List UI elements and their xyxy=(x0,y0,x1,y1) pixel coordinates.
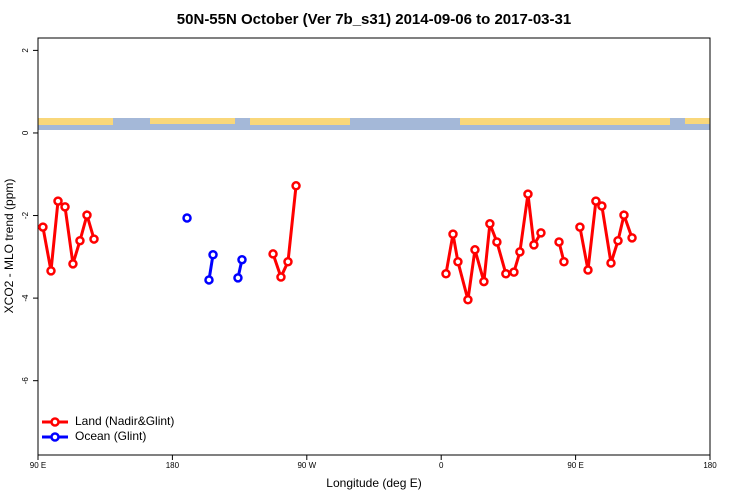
land-ocean-strip xyxy=(38,118,710,130)
data-point xyxy=(470,245,480,255)
data-point xyxy=(204,275,214,285)
data-point xyxy=(606,258,616,268)
data-point xyxy=(509,267,519,277)
legend-marker xyxy=(50,432,60,442)
data-point xyxy=(501,268,511,279)
data-point xyxy=(613,235,623,246)
data-point xyxy=(591,196,601,206)
data-point xyxy=(68,259,78,269)
data-point xyxy=(485,219,495,229)
data-point xyxy=(268,249,278,259)
x-tick-label: 0 xyxy=(439,461,444,470)
data-point xyxy=(575,222,585,232)
data-point xyxy=(233,273,243,283)
data-point xyxy=(82,210,92,220)
data-point xyxy=(619,210,629,220)
data-point xyxy=(554,237,564,247)
data-point xyxy=(89,234,99,244)
x-tick-label: 90 E xyxy=(30,461,46,470)
x-axis-label: Longitude (deg E) xyxy=(326,476,421,490)
legend-label: Ocean (Glint) xyxy=(75,429,146,443)
y-tick-label: -4 xyxy=(21,294,30,302)
data-point xyxy=(597,201,607,211)
data-point xyxy=(237,254,247,265)
x-tick-label: 180 xyxy=(703,461,717,470)
data-point xyxy=(182,213,192,223)
data-point xyxy=(441,268,451,279)
x-tick-label: 90 W xyxy=(297,461,316,470)
data-point xyxy=(523,189,533,199)
data-point xyxy=(208,250,218,260)
data-point xyxy=(53,196,63,206)
data-point xyxy=(276,272,286,282)
data-point xyxy=(536,228,546,238)
series-line xyxy=(271,185,298,282)
data-point xyxy=(515,247,525,257)
x-tick-label: 180 xyxy=(166,461,180,470)
data-point xyxy=(60,202,70,212)
data-point xyxy=(529,240,539,250)
data-point xyxy=(46,266,56,276)
y-tick-label: -6 xyxy=(21,377,30,385)
data-point xyxy=(583,265,593,275)
y-tick-label: 0 xyxy=(21,130,30,135)
y-tick-label: -2 xyxy=(21,211,30,219)
legend-marker xyxy=(50,417,60,427)
data-point xyxy=(448,229,458,239)
data-point xyxy=(453,257,463,267)
data-point xyxy=(291,181,301,191)
data-point xyxy=(479,276,489,287)
data-point xyxy=(283,257,293,267)
data-point xyxy=(38,222,48,232)
y-axis-label: XCO2 - MLO trend (ppm) xyxy=(2,179,16,314)
data-point xyxy=(627,233,637,243)
y-tick-label: 2 xyxy=(21,48,30,53)
series-line xyxy=(444,193,543,301)
data-point xyxy=(75,235,85,246)
data-point xyxy=(559,257,569,267)
legend-label: Land (Nadir&Glint) xyxy=(75,414,174,428)
x-tick-label: 90 E xyxy=(567,461,583,470)
data-point xyxy=(463,295,473,305)
data-point xyxy=(492,237,502,247)
chart-title: 50N-55N October (Ver 7b_s31) 2014-09-06 … xyxy=(177,11,571,28)
plot-frame xyxy=(37,37,711,456)
